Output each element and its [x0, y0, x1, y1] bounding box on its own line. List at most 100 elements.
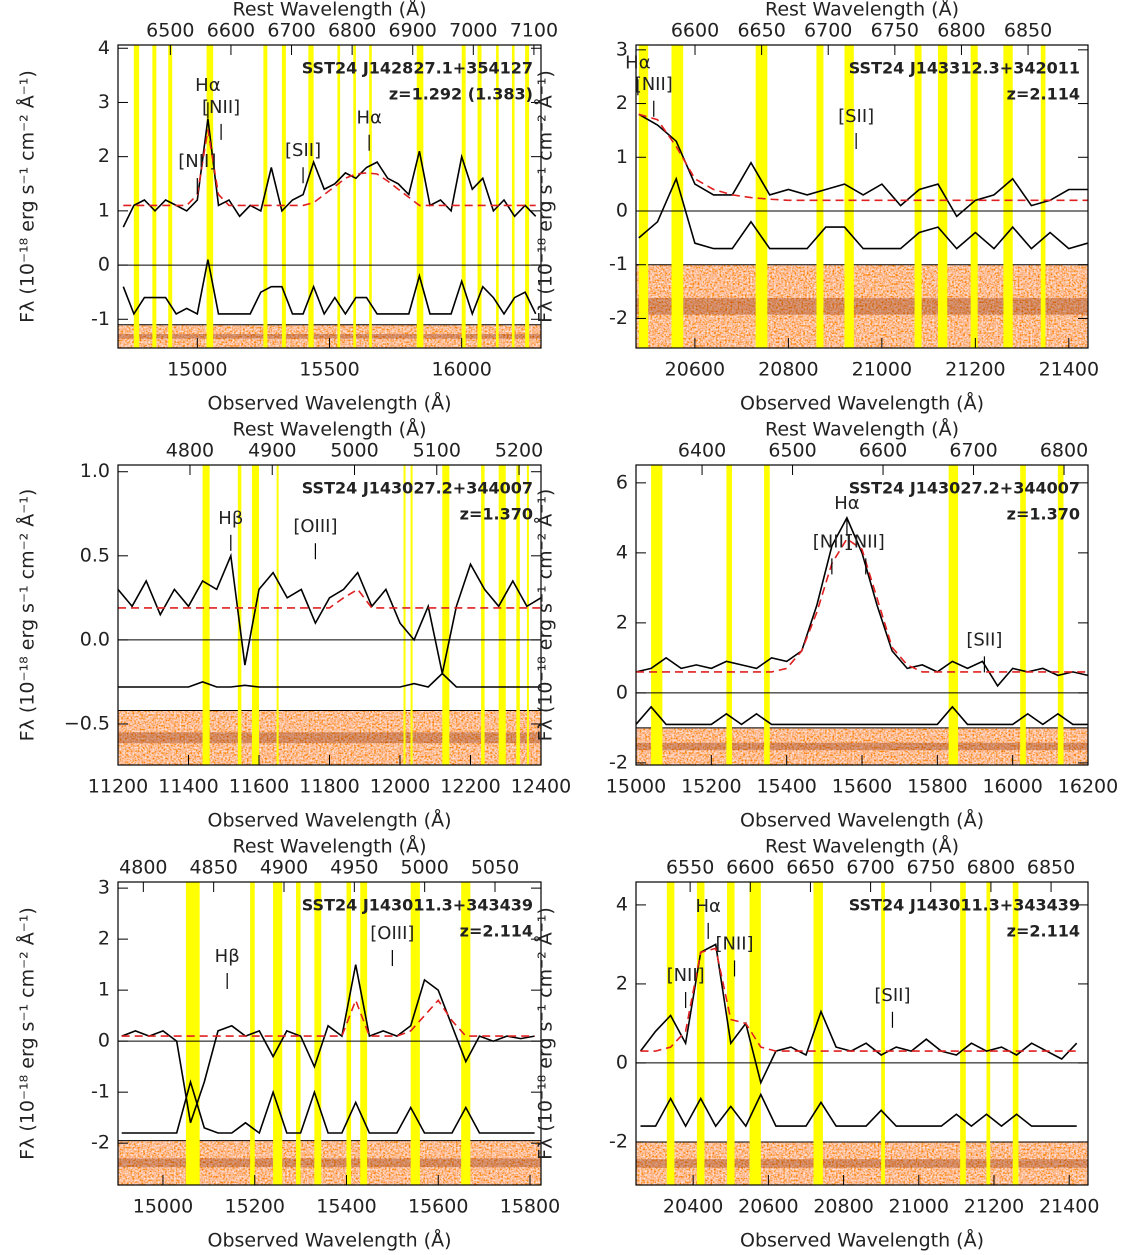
sky-band: [168, 45, 173, 348]
panel-subtitle: z=1.370: [1007, 505, 1080, 524]
spectrum-line: [639, 943, 1078, 1086]
spectrum-line: [118, 672, 541, 688]
spectrum-image: [636, 1141, 1088, 1185]
panel-subtitle: z=2.114: [1007, 922, 1080, 941]
y-tick-label: 0.5: [80, 544, 110, 566]
panel: -2 0 2 4 20400 20600 20800 21000 21200 21400 6550 6…: [534, 835, 1100, 1252]
spectrum-line: [640, 1092, 1077, 1128]
line-label: [NII]: [715, 933, 753, 954]
spectrum-line: [118, 588, 541, 609]
x2-tick-label: 6650: [737, 20, 785, 42]
x2-tick-label: 4850: [189, 857, 237, 879]
y-tick-label: 1.0: [80, 460, 110, 482]
line-label: [OIII]: [370, 923, 414, 944]
sky-band: [671, 45, 684, 348]
x2-tick-label: 6700: [804, 20, 852, 42]
sky-band: [308, 45, 314, 348]
x-axis-label: Observed Wavelength (Å): [740, 1229, 984, 1252]
x2-tick-label: 5200: [495, 440, 543, 462]
spectrum-trace: [118, 732, 541, 744]
spectrum-line: [121, 964, 535, 1124]
line-label: [NII]: [667, 965, 705, 986]
spectrum-line: [121, 998, 535, 1037]
sky-band: [516, 465, 520, 765]
x2-tick-label: 6800: [967, 857, 1015, 879]
x-tick-label: 20600: [665, 359, 725, 381]
x-tick-label: 20800: [813, 1196, 873, 1218]
x-axis-label: Observed Wavelength (Å): [740, 809, 984, 832]
x-tick-label: 12400: [511, 776, 571, 798]
panel-title: SST24 J143011.3+343439: [849, 896, 1080, 915]
y-tick-label: 2: [616, 972, 628, 994]
x2-axis-label: Rest Wavelength (Å): [233, 835, 427, 858]
y-tick-label: 0: [98, 1030, 110, 1052]
x2-tick-label: 6500: [768, 440, 816, 462]
x-tick-label: 15600: [832, 776, 892, 798]
line-label: Hα: [195, 75, 220, 96]
x2-tick-label: 6550: [666, 857, 714, 879]
x-tick-label: 15200: [224, 1196, 284, 1218]
line-label: Hα: [356, 108, 381, 129]
spectrum-line: [636, 537, 1088, 673]
sky-band: [1012, 882, 1019, 1185]
x-tick-label: 12000: [370, 776, 430, 798]
x2-tick-label: 6800: [1040, 440, 1088, 462]
y-tick-label: 2: [98, 928, 110, 950]
sky-band: [202, 465, 210, 765]
plot-frame: [635, 44, 1089, 349]
y-tick-label: 2: [616, 92, 628, 114]
panel-title: SST24 J143312.3+342011: [849, 59, 1080, 78]
panel-title: SST24 J142827.1+354127: [302, 59, 533, 78]
line-label: [NII]: [202, 97, 240, 118]
x2-tick-label: 6800: [937, 20, 985, 42]
sky-band: [276, 465, 279, 765]
sky-band: [727, 882, 735, 1185]
sky-band: [813, 882, 823, 1185]
sky-band: [481, 465, 485, 765]
sky-band: [442, 465, 450, 765]
y-tick-label: 4: [616, 541, 628, 563]
x-tick-label: 16000: [431, 359, 491, 381]
x-tick-label: 11200: [88, 776, 148, 798]
x2-tick-label: 6700: [846, 857, 894, 879]
x-tick-label: 16000: [982, 776, 1042, 798]
x2-tick-label: 4800: [119, 857, 167, 879]
sky-band: [960, 882, 966, 1185]
spectrum-line: [636, 705, 1088, 726]
x2-tick-label: 5100: [413, 440, 461, 462]
sky-band: [273, 882, 283, 1185]
x2-tick-label: 4950: [330, 857, 378, 879]
x-tick-label: 15500: [299, 359, 359, 381]
panel-title: SST24 J143027.2+344007: [302, 479, 533, 498]
sky-band: [749, 882, 761, 1185]
spectrum-line: [640, 947, 1077, 1052]
x2-tick-label: 6400: [678, 440, 726, 462]
x-tick-label: 21400: [1039, 1196, 1099, 1218]
x-tick-label: 11800: [299, 776, 359, 798]
y-axis-label: Fλ (10⁻¹⁸ erg s⁻¹ cm⁻² Å⁻¹): [534, 489, 557, 742]
sky-band: [511, 45, 515, 348]
x-tick-label: 15000: [167, 359, 227, 381]
y-tick-label: 3: [616, 38, 628, 60]
sky-band: [881, 882, 885, 1185]
sky-band: [296, 882, 301, 1185]
sky-band: [914, 45, 922, 348]
spectrum-line: [636, 516, 1088, 688]
sky-band: [314, 882, 322, 1185]
plot-frame: [635, 881, 1089, 1186]
sky-band: [696, 882, 705, 1185]
spectrum-line: [123, 129, 536, 207]
x-tick-label: 21200: [964, 1196, 1024, 1218]
sky-band: [525, 45, 530, 348]
y-tick-label: -1: [609, 253, 628, 275]
panel: -2 0 2 4 6 15000 15200 15400 15600 15800 16000 1620…: [534, 418, 1119, 832]
y-axis-label: Fλ (10⁻¹⁸ erg s⁻¹ cm⁻² Å⁻¹): [534, 70, 557, 323]
sky-band: [948, 465, 959, 765]
plot-frame: [117, 881, 542, 1186]
sky-band: [416, 45, 424, 348]
x2-tick-label: 6750: [907, 857, 955, 879]
x-tick-label: 11400: [158, 776, 218, 798]
panel: -2 -1 0 1 2 3 20600 20800 21000 21200 21400 6600 665…: [534, 0, 1100, 415]
